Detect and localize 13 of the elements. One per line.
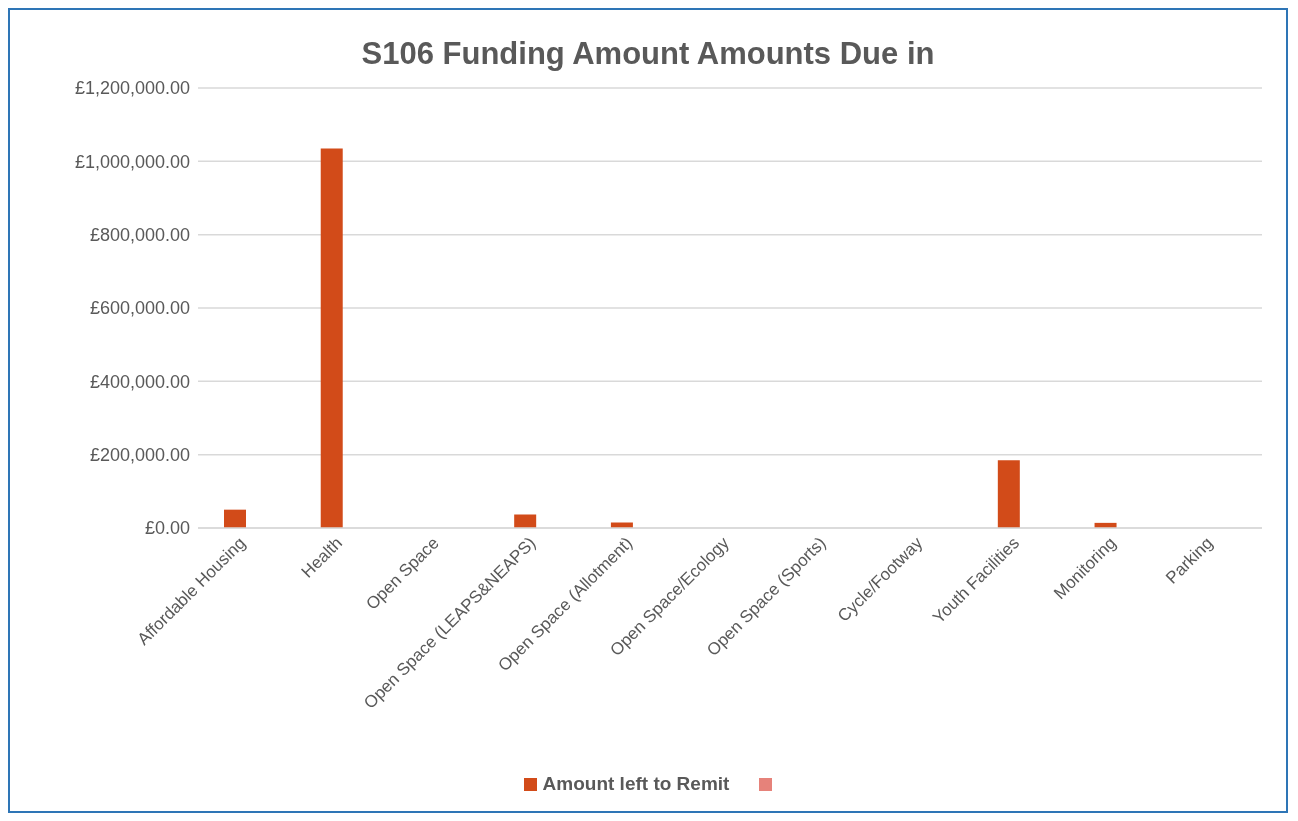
y-tick-label: £1,200,000.00 (74, 78, 190, 99)
y-tick-label: £200,000.00 (89, 445, 190, 466)
y-tick-label: £600,000.00 (89, 298, 190, 319)
legend-label: Amount left to Remit (542, 773, 730, 795)
y-tick-label: £1,000,000.00 (74, 151, 190, 172)
y-tick-label: £800,000.00 (89, 225, 190, 246)
bar (997, 460, 1020, 528)
y-tick-label: £0.00 (144, 518, 190, 539)
chart-title: S106 Funding Amount Amounts Due in (361, 36, 935, 72)
bar (514, 514, 537, 528)
y-tick-label: £400,000.00 (89, 371, 190, 392)
bar (224, 509, 246, 528)
bar (320, 148, 343, 528)
